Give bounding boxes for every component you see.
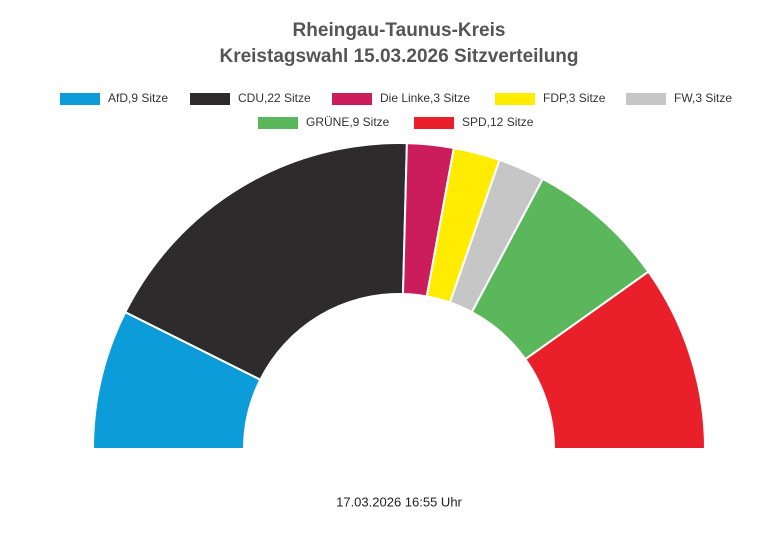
segment (123, 142, 408, 382)
chart-title: Rheingau-Taunus-Kreis (293, 20, 506, 41)
legend-label: FW,3 Sitze (674, 91, 732, 105)
legend-label: AfD,9 Sitze (108, 91, 168, 105)
footer: 17.03.2026 16:55 Uhr (336, 494, 462, 509)
legend-label: FDP,3 Sitze (543, 91, 606, 105)
legend-swatch (414, 117, 454, 129)
legend-swatch (258, 117, 298, 129)
legend-swatch (190, 93, 230, 105)
legend-swatch (626, 93, 666, 105)
legend-swatch (60, 93, 100, 105)
legend-label: CDU,22 Sitze (238, 91, 311, 105)
legend-label: SPD,12 Sitze (462, 115, 534, 129)
segment (523, 270, 707, 450)
legend-swatch (495, 93, 535, 105)
legend-swatch (332, 93, 372, 105)
legend-label: GRÜNE,9 Sitze (306, 115, 390, 129)
chart-subtitle: Kreistagswahl 15.03.2026 Sitzverteilung (219, 46, 578, 67)
legend-label: Die Linke,3 Sitze (380, 91, 470, 105)
